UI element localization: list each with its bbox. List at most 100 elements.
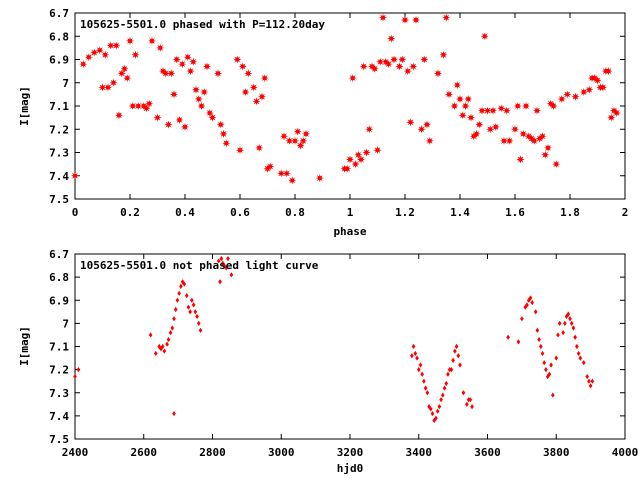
data-point: [71, 171, 79, 180]
data-point: [188, 309, 192, 315]
y-axis-label: I[mag]: [18, 326, 31, 366]
data-point: [540, 350, 545, 357]
data-point: [299, 136, 308, 145]
data-point: [167, 69, 176, 78]
data-point: [502, 106, 511, 115]
data-point: [90, 48, 99, 57]
data-point: [351, 160, 360, 169]
x-tick-label: 2600: [131, 446, 158, 459]
x-tick-label: 2: [622, 206, 629, 219]
data-point: [359, 62, 368, 71]
data-point: [117, 69, 126, 78]
y-tick-label: 7.1: [49, 341, 69, 354]
data-point: [423, 120, 431, 129]
data-point: [453, 81, 462, 90]
x-tick-label: 3600: [474, 446, 501, 459]
data-point: [390, 55, 398, 64]
data-point: [198, 327, 203, 333]
data-point: [530, 136, 539, 145]
data-point: [190, 297, 194, 303]
data-point: [192, 85, 200, 94]
x-tick-label: 1: [347, 206, 354, 219]
x-tick-label: 0.8: [285, 206, 305, 219]
data-point: [189, 57, 198, 66]
data-point: [607, 113, 616, 122]
x-tick-label: 1.2: [395, 206, 415, 219]
data-point: [95, 46, 104, 55]
data-point: [578, 355, 583, 361]
data-point: [480, 32, 489, 41]
data-point: [500, 136, 508, 145]
y-axis-label: I[mag]: [18, 86, 31, 126]
data-point: [604, 67, 613, 76]
data-point: [236, 146, 244, 155]
data-point: [542, 360, 547, 366]
data-point: [511, 125, 519, 134]
data-point: [112, 41, 121, 50]
data-point: [569, 320, 574, 326]
data-point: [478, 106, 486, 115]
tick-group: 0 0.2 0.4 0.6 0.8 1 1.2 1.4 1.6 1.8 2 6.7 6.8 6.9 7 7.1…: [49, 7, 628, 219]
data-point: [109, 78, 118, 87]
data-point: [454, 343, 459, 350]
data-point: [160, 343, 165, 350]
data-point: [172, 55, 181, 64]
data-point: [420, 371, 425, 377]
data-point: [175, 116, 184, 124]
data-point: [357, 155, 365, 164]
data-point: [444, 380, 449, 387]
unphased-light-curve-chart: 2400 2600 2800 3000 3200 3400 3600 3800 4000 6.7 6…: [18, 248, 638, 475]
data-point: [348, 74, 357, 83]
data-point: [552, 160, 561, 169]
data-point: [166, 336, 171, 343]
data-point: [200, 88, 209, 96]
data-point: [258, 92, 266, 101]
y-tick-label: 6.9: [49, 294, 69, 307]
data-point: [581, 360, 586, 366]
data-point: [379, 13, 387, 22]
x-tick-label: 1.8: [560, 206, 580, 219]
data-point: [571, 92, 580, 101]
data-point: [587, 378, 591, 384]
y-tick-label: 7.2: [49, 364, 69, 377]
data-point: [561, 330, 565, 336]
data-point: [354, 150, 363, 159]
data-point: [440, 392, 445, 398]
data-point: [422, 378, 426, 384]
data-point: [285, 136, 294, 145]
data-point: [387, 34, 396, 43]
data-point: [451, 357, 455, 363]
data-point: [101, 50, 110, 59]
data-point: [489, 106, 497, 115]
data-point: [411, 343, 416, 350]
y-tick-label: 6.8: [49, 30, 69, 43]
data-point: [291, 136, 299, 145]
data-point: [186, 304, 191, 310]
data-point: [403, 67, 412, 76]
phased-light-curve-chart: 0 0.2 0.4 0.6 0.8 1 1.2 1.4 1.6 1.8 2 6.7 6.8 6.9 7 7.1…: [18, 7, 628, 238]
data-point: [249, 83, 258, 92]
data-point: [418, 362, 423, 368]
data-point: [475, 120, 484, 129]
chart-title: 105625-5501.0 not phased light curve: [80, 259, 319, 272]
data-point: [533, 106, 541, 115]
data-points-group: [73, 256, 595, 424]
data-point: [196, 320, 201, 326]
y-tick-label: 6.9: [49, 54, 69, 67]
data-point: [449, 367, 454, 373]
y-tick-label: 7.5: [49, 433, 69, 446]
data-point: [205, 109, 214, 117]
data-point: [222, 262, 227, 269]
data-point: [571, 325, 576, 331]
data-point: [458, 362, 462, 368]
data-point: [208, 113, 217, 122]
data-point: [233, 55, 242, 64]
data-point: [483, 106, 492, 115]
data-point: [376, 57, 385, 66]
data-point: [525, 302, 529, 308]
data-point: [417, 125, 426, 134]
x-axis-label: hjd0: [337, 462, 364, 475]
y-tick-label: 7.2: [49, 123, 69, 136]
